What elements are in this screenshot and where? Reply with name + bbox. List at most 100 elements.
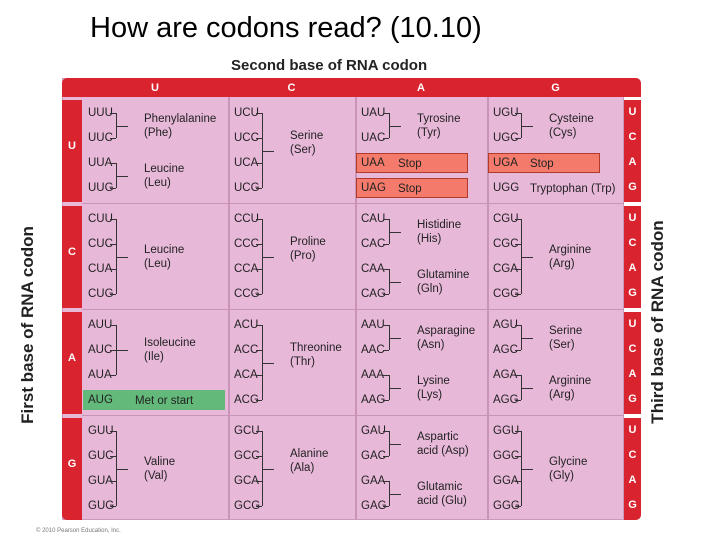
first-base-bar xyxy=(62,206,82,308)
codon-auc: AUC xyxy=(88,344,113,356)
bracket-tick xyxy=(515,375,521,376)
bracket-tick xyxy=(515,481,521,482)
bracket-tick xyxy=(256,138,262,139)
third-base-bar xyxy=(624,100,641,202)
bracket-tick xyxy=(383,219,389,220)
second-base-u: U xyxy=(151,81,159,94)
codon-ccc: CCC xyxy=(234,238,259,250)
bracket-tick xyxy=(256,350,262,351)
bracket-tick xyxy=(256,219,262,220)
amino-acid-label: Serine (Ser) xyxy=(549,324,583,351)
codon-guc: GUC xyxy=(88,450,114,462)
amino-acid-label: Aspartic acid (Asp) xyxy=(417,430,469,457)
stop-codon-box xyxy=(488,153,600,173)
codon-acg: ACG xyxy=(234,394,259,406)
amino-acid-label: Histidine (His) xyxy=(417,218,462,245)
bracket-tick xyxy=(515,113,521,114)
codon-uca: UCA xyxy=(234,157,259,169)
bracket-tick xyxy=(110,481,116,482)
bracket-tick xyxy=(515,219,521,220)
codon-agg: AGG xyxy=(493,394,519,406)
row-divider xyxy=(82,203,624,204)
codon-aga: AGA xyxy=(493,369,518,381)
codon-uug: UUG xyxy=(88,182,114,194)
bracket-tick xyxy=(110,113,116,114)
codon-caa: CAA xyxy=(361,263,385,275)
codon-ggc: GGC xyxy=(493,450,520,462)
first-base-bar xyxy=(62,100,82,202)
bracket-tick xyxy=(110,219,116,220)
codon-cca: CCA xyxy=(234,263,259,275)
third-base-c: C xyxy=(628,449,637,461)
codon-cuc: CUC xyxy=(88,238,113,250)
third-base-a: A xyxy=(628,156,637,168)
first-base-a: A xyxy=(68,352,76,364)
bracket-tick xyxy=(515,400,521,401)
bracket-connector xyxy=(389,493,401,495)
codon-gcg: GCG xyxy=(234,500,261,512)
bracket-tick xyxy=(256,113,262,114)
second-base-c: C xyxy=(287,81,296,94)
amino-acid-label: Cysteine (Cys) xyxy=(549,112,594,139)
bracket-tick xyxy=(110,163,116,164)
third-base-g: G xyxy=(628,393,637,405)
bracket-connector xyxy=(389,281,401,283)
bracket-connector xyxy=(389,443,401,445)
bracket-tick xyxy=(515,269,521,270)
second-base-a: A xyxy=(417,81,425,94)
row-divider xyxy=(82,309,624,310)
bracket-connector xyxy=(389,125,401,127)
codon-acc: ACC xyxy=(234,344,259,356)
codon-uaa: UAA xyxy=(361,157,385,169)
amino-acid-label: Threonine (Thr) xyxy=(290,341,342,368)
codon-uac: UAC xyxy=(361,132,386,144)
bracket-tick xyxy=(256,188,262,189)
codon-cga: CGA xyxy=(493,263,518,275)
third-base-a: A xyxy=(628,474,637,486)
second-base-g: G xyxy=(551,81,560,94)
codon-ucu: UCU xyxy=(234,107,259,119)
bracket-connector xyxy=(521,125,533,127)
third-base-bar xyxy=(624,418,641,520)
bracket-tick xyxy=(110,325,116,326)
bracket-tick xyxy=(110,506,116,507)
first-base-u: U xyxy=(68,140,76,152)
bracket-connector xyxy=(389,337,401,339)
codon-aca: ACA xyxy=(234,369,258,381)
third-base-u: U xyxy=(628,106,637,118)
bracket-tick xyxy=(256,506,262,507)
bracket-tick xyxy=(110,138,116,139)
codon-cgg: CGG xyxy=(493,288,520,300)
bracket-tick xyxy=(383,113,389,114)
codon-ugc: UGC xyxy=(493,132,519,144)
bracket-tick xyxy=(110,269,116,270)
bracket-connector xyxy=(262,362,274,364)
bracket-connector xyxy=(116,468,128,470)
bracket-connector xyxy=(389,231,401,233)
codon-aau: AAU xyxy=(361,319,385,331)
second-base-axis-label: Second base of RNA codon xyxy=(231,57,428,74)
bracket-tick xyxy=(383,244,389,245)
bracket-tick xyxy=(515,325,521,326)
column-divider xyxy=(355,97,357,520)
bracket-tick xyxy=(383,481,389,482)
codon-cuu: CUU xyxy=(88,213,113,225)
amino-acid-label: Asparagine (Asn) xyxy=(417,324,476,351)
third-base-c: C xyxy=(628,343,637,355)
bracket-tick xyxy=(515,350,521,351)
bracket-tick xyxy=(383,294,389,295)
codon-uua: UUA xyxy=(88,157,113,169)
bracket-tick xyxy=(515,506,521,507)
bracket-tick xyxy=(110,244,116,245)
third-base-c: C xyxy=(628,237,637,249)
codon-uuc: UUC xyxy=(88,132,113,144)
bracket-tick xyxy=(256,375,262,376)
third-base-u: U xyxy=(628,318,637,330)
amino-acid-label: Phenylalanine (Phe) xyxy=(144,112,217,139)
codon-cgu: CGU xyxy=(493,213,519,225)
bracket-tick xyxy=(110,375,116,376)
codon-table xyxy=(62,78,624,520)
codon-ucc: UCC xyxy=(234,132,259,144)
bracket-tick xyxy=(256,244,262,245)
codon-ggg: GGG xyxy=(493,500,520,512)
